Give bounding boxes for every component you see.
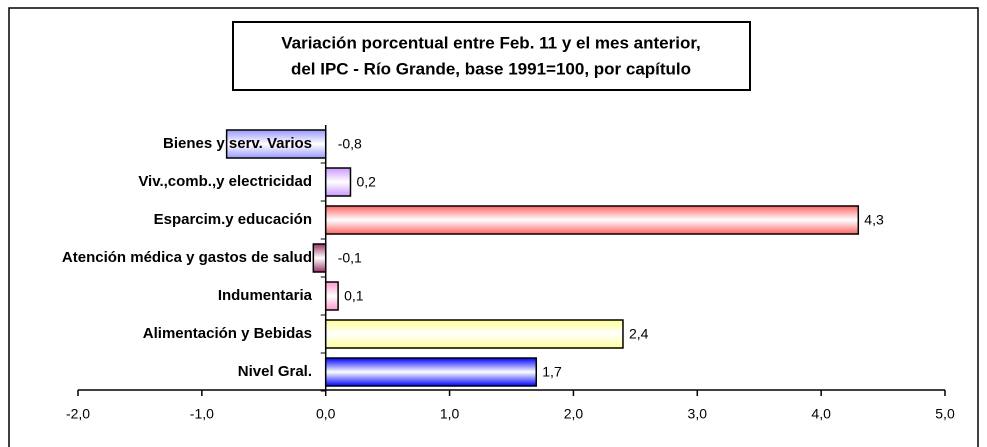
bar	[324, 357, 538, 387]
x-tick-label: 1,0	[440, 406, 460, 422]
title-box	[232, 21, 751, 91]
y-tick-label: Esparcim.y educación	[154, 211, 312, 228]
x-tick-label: 2,0	[564, 406, 584, 422]
x-tick-label: -1,0	[190, 406, 214, 422]
value-label: 4,3	[864, 212, 884, 228]
bar	[324, 167, 352, 197]
bar	[225, 129, 327, 159]
y-tick-label: Indumentaria	[218, 287, 313, 304]
value-label: 2,4	[629, 326, 649, 342]
y-tick-label: Alimentación y Bebidas	[143, 325, 312, 342]
bar	[324, 281, 339, 311]
value-label: 0,2	[356, 174, 376, 190]
bar	[324, 319, 624, 349]
value-label: -0,1	[338, 250, 362, 266]
bar	[324, 205, 860, 235]
y-tick-label: Viv.,comb.,y electricidad	[138, 173, 312, 190]
x-tick-label: 5,0	[935, 406, 955, 422]
y-tick-label: Bienes y serv. Varios	[163, 135, 312, 152]
y-tick-label: Nivel Gral.	[238, 363, 312, 380]
chart-frame	[8, 7, 979, 447]
bar	[312, 243, 327, 273]
x-tick-label: 4,0	[811, 406, 831, 422]
chart-title: Variación porcentual entre Feb. 11 y el …	[281, 33, 701, 52]
x-tick-label: 0,0	[316, 406, 336, 422]
y-tick-label: Atención médica y gastos de salud	[62, 249, 312, 266]
value-label: 1,7	[542, 364, 562, 380]
value-label: -0,8	[338, 136, 362, 152]
x-tick-label: 3,0	[688, 406, 708, 422]
value-label: 0,1	[344, 288, 364, 304]
chart-title: del IPC - Río Grande, base 1991=100, por…	[291, 59, 691, 78]
x-tick-label: -2,0	[66, 406, 90, 422]
